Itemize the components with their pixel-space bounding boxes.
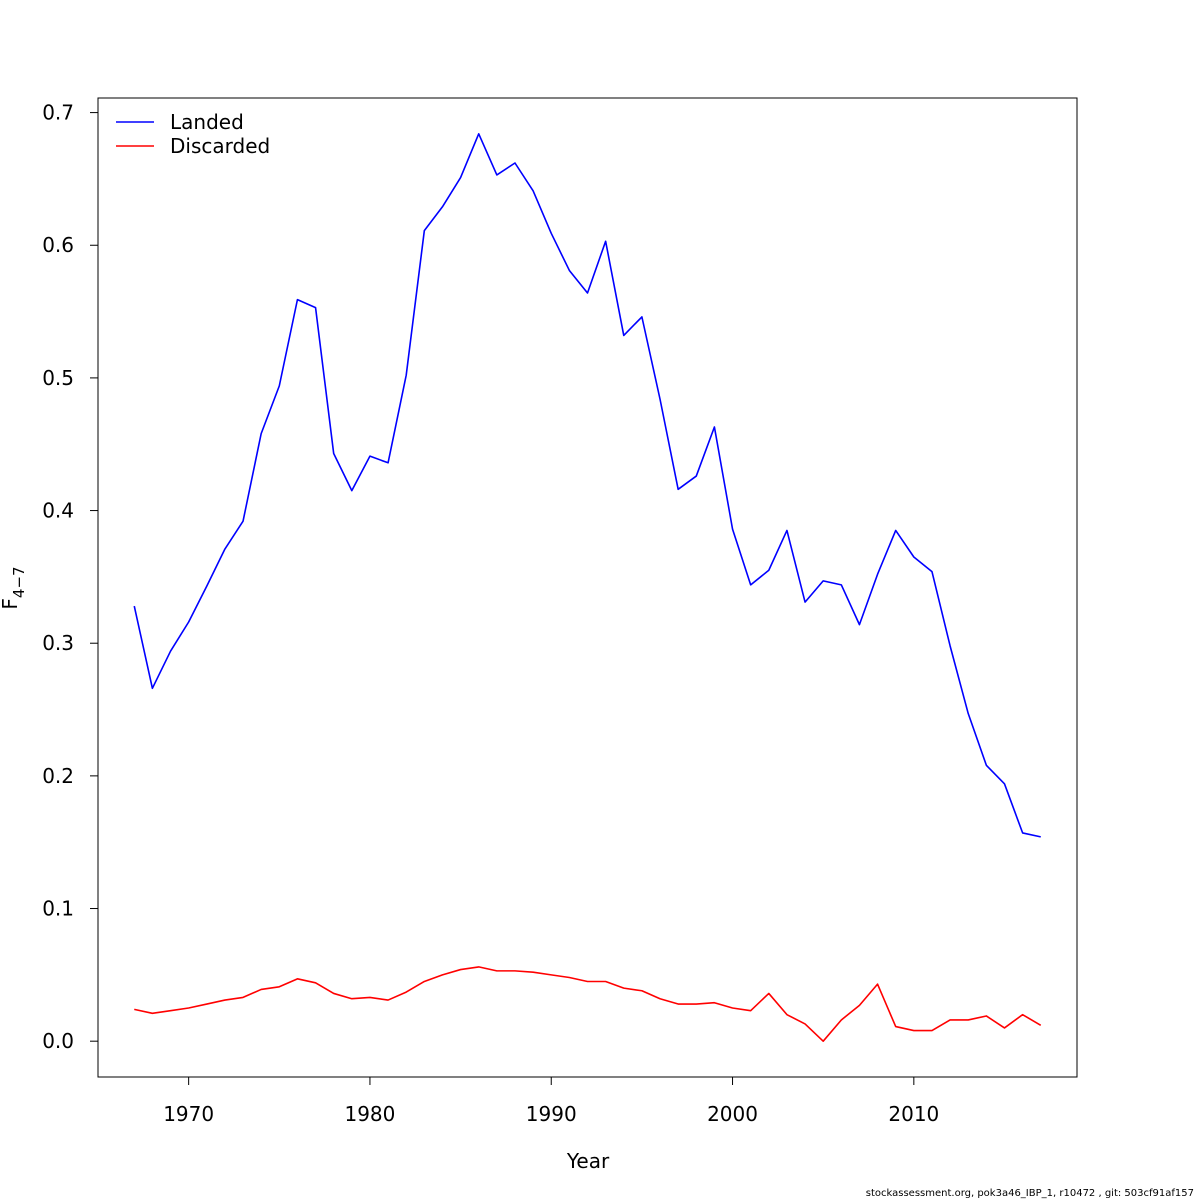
y-tick-label: 0.1 [42,897,74,921]
x-tick-label: 2010 [888,1102,939,1126]
y-tick-label: 0.3 [42,631,74,655]
y-tick-label: 0.5 [42,366,74,390]
legend-label-landed: Landed [170,110,244,134]
y-axis-title-subscript: 4−7 [10,566,28,598]
svg-text:F4−7: F4−7 [0,566,28,609]
x-tick-label: 1990 [526,1102,577,1126]
y-axis-title: F4−7 [0,566,28,609]
series-line-discarded [134,966,1042,1042]
y-axis-title-main: F [0,598,22,610]
x-tick-label: 2000 [707,1102,758,1126]
x-tick-label: 1980 [344,1102,395,1126]
y-axis: 0.0 0.1 0.2 0.3 0.4 0.5 0.6 0.7 [42,101,98,1053]
series-line-landed [133,133,1041,838]
y-tick-label: 0.2 [42,764,74,788]
y-tick-label: 0.0 [42,1029,74,1053]
y-tick-label: 0.4 [42,499,74,523]
y-tick-label: 0.6 [42,233,74,257]
footer-credit: stockassessment.org, pok3a46_IBP_1, r104… [865,1188,1194,1199]
x-axis: 1970 1980 1990 2000 2010 [163,1077,939,1126]
x-tick-label: 1970 [163,1102,214,1126]
legend-label-discarded: Discarded [170,134,270,158]
x-axis-title: Year [566,1149,610,1173]
plot-frame [97,97,1078,1078]
y-tick-label: 0.7 [42,101,74,125]
series-lines [133,133,1042,1042]
